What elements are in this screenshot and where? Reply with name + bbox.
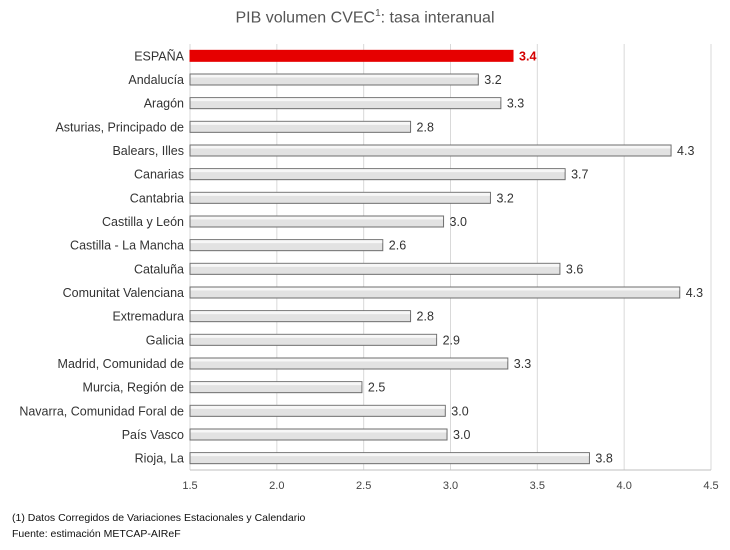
x-tick-label: 2.0 (269, 480, 284, 492)
bar-sheen (190, 429, 447, 433)
category-label: Andalucía (128, 73, 184, 87)
category-label: Madrid, Comunidad de (58, 357, 185, 371)
bar (189, 191, 491, 204)
category-label: Murcia, Región de (83, 381, 184, 395)
data-label: 3.4 (519, 49, 536, 63)
category-label: Aragón (144, 97, 184, 111)
bar-sheen (190, 311, 411, 315)
bar-sheen (190, 74, 478, 78)
data-label: 4.3 (677, 144, 694, 158)
data-label: 2.8 (417, 120, 434, 134)
bar (189, 404, 446, 417)
x-tick-label: 4.0 (617, 480, 632, 492)
bar (189, 381, 363, 394)
bar-sheen (190, 192, 490, 196)
category-label: Navarra, Comunidad Foral de (19, 404, 184, 418)
data-label: 2.5 (368, 381, 385, 395)
data-label: 2.6 (389, 239, 406, 253)
x-tick-label: 1.5 (182, 480, 197, 492)
data-label: 3.3 (507, 97, 524, 111)
category-label: País Vasco (122, 428, 184, 442)
bar (189, 73, 479, 86)
source-note: Fuente: estimación METCAP-AIReF (12, 528, 181, 540)
category-label: Asturias, Principado de (55, 120, 184, 134)
category-label: Castilla - La Mancha (70, 239, 184, 253)
bar-sheen (190, 382, 362, 386)
category-label: Cataluña (134, 262, 184, 276)
bar-sheen (190, 121, 411, 125)
bar (189, 357, 509, 370)
bar-chart: 1.5 2.0 2.5 3.0 3.5 4.0 4.5 ESPAÑA 3.4 Andalucía 3… (19, 44, 719, 492)
data-label: 2.9 (443, 333, 460, 347)
category-label: Galicia (146, 333, 184, 347)
data-label: 3.3 (514, 357, 531, 371)
x-tick-label: 2.5 (356, 480, 371, 492)
category-label: Balears, Illes (112, 144, 184, 158)
bar-sheen (190, 334, 437, 338)
category-label: Castilla y León (102, 215, 184, 229)
bar (189, 452, 590, 465)
data-label: 2.8 (417, 310, 434, 324)
bar-sheen (190, 216, 444, 220)
bar-sheen (190, 98, 501, 102)
bar-highlight (189, 49, 514, 62)
bar (189, 215, 445, 228)
bar-sheen (190, 287, 680, 291)
category-label: ESPAÑA (134, 49, 184, 63)
category-label: Rioja, La (135, 452, 184, 466)
category-label: Extremadura (112, 310, 184, 324)
data-label: 3.2 (484, 73, 501, 87)
data-label: 3.6 (566, 262, 583, 276)
bar-sheen (190, 145, 671, 149)
bar-sheen (190, 453, 589, 457)
bar (189, 286, 681, 299)
x-tick-label: 3.5 (530, 480, 545, 492)
data-label: 4.3 (686, 286, 703, 300)
chart-title-sup: 1 (375, 8, 381, 19)
bar (189, 97, 502, 110)
footnote: (1) Datos Corregidos de Variaciones Esta… (12, 512, 306, 524)
category-label: Cantabria (130, 191, 184, 205)
data-label: 3.2 (496, 191, 513, 205)
x-tick-label: 3.0 (443, 480, 458, 492)
bar-sheen (190, 240, 383, 244)
bar (189, 168, 566, 181)
bar-sheen (190, 405, 445, 409)
data-label: 3.0 (450, 215, 467, 229)
bar (189, 144, 672, 157)
bar (189, 333, 438, 346)
data-label: 3.7 (571, 168, 588, 182)
bar-sheen (190, 263, 560, 267)
chart-title-main: PIB volumen CVEC (235, 9, 376, 27)
bar (189, 262, 561, 275)
data-label: 3.0 (453, 428, 470, 442)
data-label: 3.0 (451, 404, 468, 418)
bar (189, 239, 384, 252)
chart-title-rest: : tasa interanual (380, 9, 495, 27)
bar-sheen (190, 169, 565, 173)
chart-title: PIB volumen CVEC1: tasa interanual (0, 8, 730, 27)
x-tick-label: 4.5 (703, 480, 718, 492)
category-label: Comunitat Valenciana (63, 286, 184, 300)
bar-sheen (190, 358, 508, 362)
bar (189, 428, 448, 441)
bar (189, 120, 412, 133)
data-label: 3.8 (595, 452, 612, 466)
category-label: Canarias (134, 168, 184, 182)
bar (189, 310, 412, 323)
